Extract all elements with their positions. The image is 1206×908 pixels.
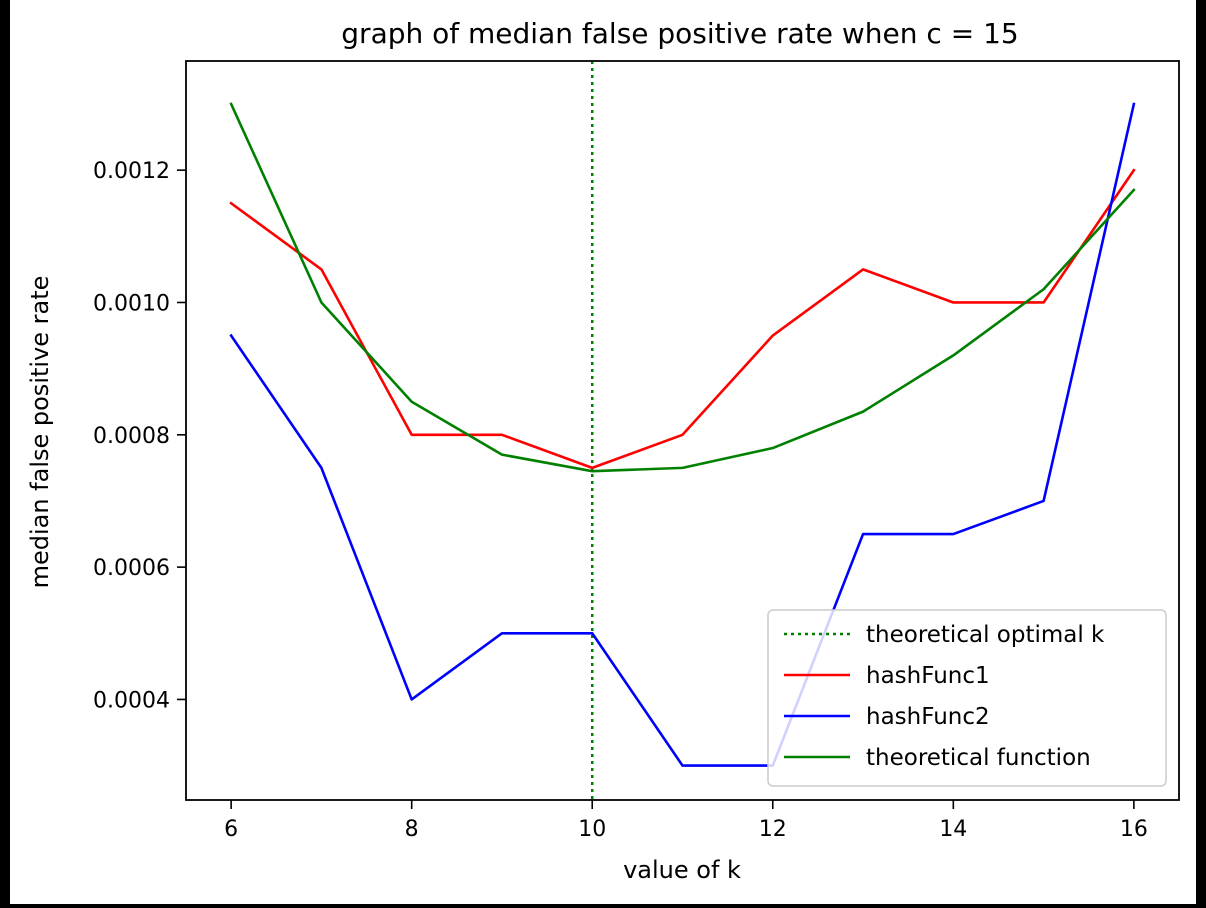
x-tick-label: 10	[578, 817, 606, 842]
x-tick-label: 14	[939, 817, 967, 842]
series-line-theoretical-function	[229, 102, 1136, 473]
x-tick-label: 12	[759, 817, 787, 842]
legend-label: theoretical optimal k	[866, 622, 1105, 648]
line-chart: graph of median false positive rate when…	[26, 17, 1180, 884]
y-tick-label: 0.0012	[93, 159, 170, 184]
series-line-hashfunc2	[229, 102, 1136, 767]
x-tick-label: 8	[405, 817, 419, 842]
legend-label: hashFunc2	[866, 704, 990, 730]
y-tick-label: 0.0008	[93, 424, 170, 449]
y-tick-label: 0.0006	[93, 556, 170, 581]
legend-label: hashFunc1	[866, 663, 990, 689]
chart-title: graph of median false positive rate when…	[341, 17, 1018, 50]
y-tick-label: 0.0004	[93, 688, 170, 713]
legend-label: theoretical function	[866, 745, 1091, 771]
x-axis: 6 8 10 12 14 16	[224, 800, 1148, 842]
y-tick-label: 0.0010	[93, 291, 170, 316]
x-axis-label: value of k	[623, 856, 741, 884]
x-tick-label: 16	[1120, 817, 1148, 842]
legend-box	[767, 609, 1167, 787]
y-axis: 0.0004 0.0006 0.0008 0.0010 0.0012	[93, 159, 186, 713]
x-tick-label: 6	[224, 817, 238, 842]
series-line-hashfunc1	[229, 168, 1136, 470]
figure-canvas: graph of median false positive rate when…	[10, 0, 1196, 904]
plot-frame	[185, 60, 1180, 801]
legend: theoretical optimal k hashFunc1 hashFunc2 t…	[767, 609, 1167, 787]
plot-area	[229, 61, 1136, 800]
y-axis-label: median false positive rate	[26, 276, 54, 589]
